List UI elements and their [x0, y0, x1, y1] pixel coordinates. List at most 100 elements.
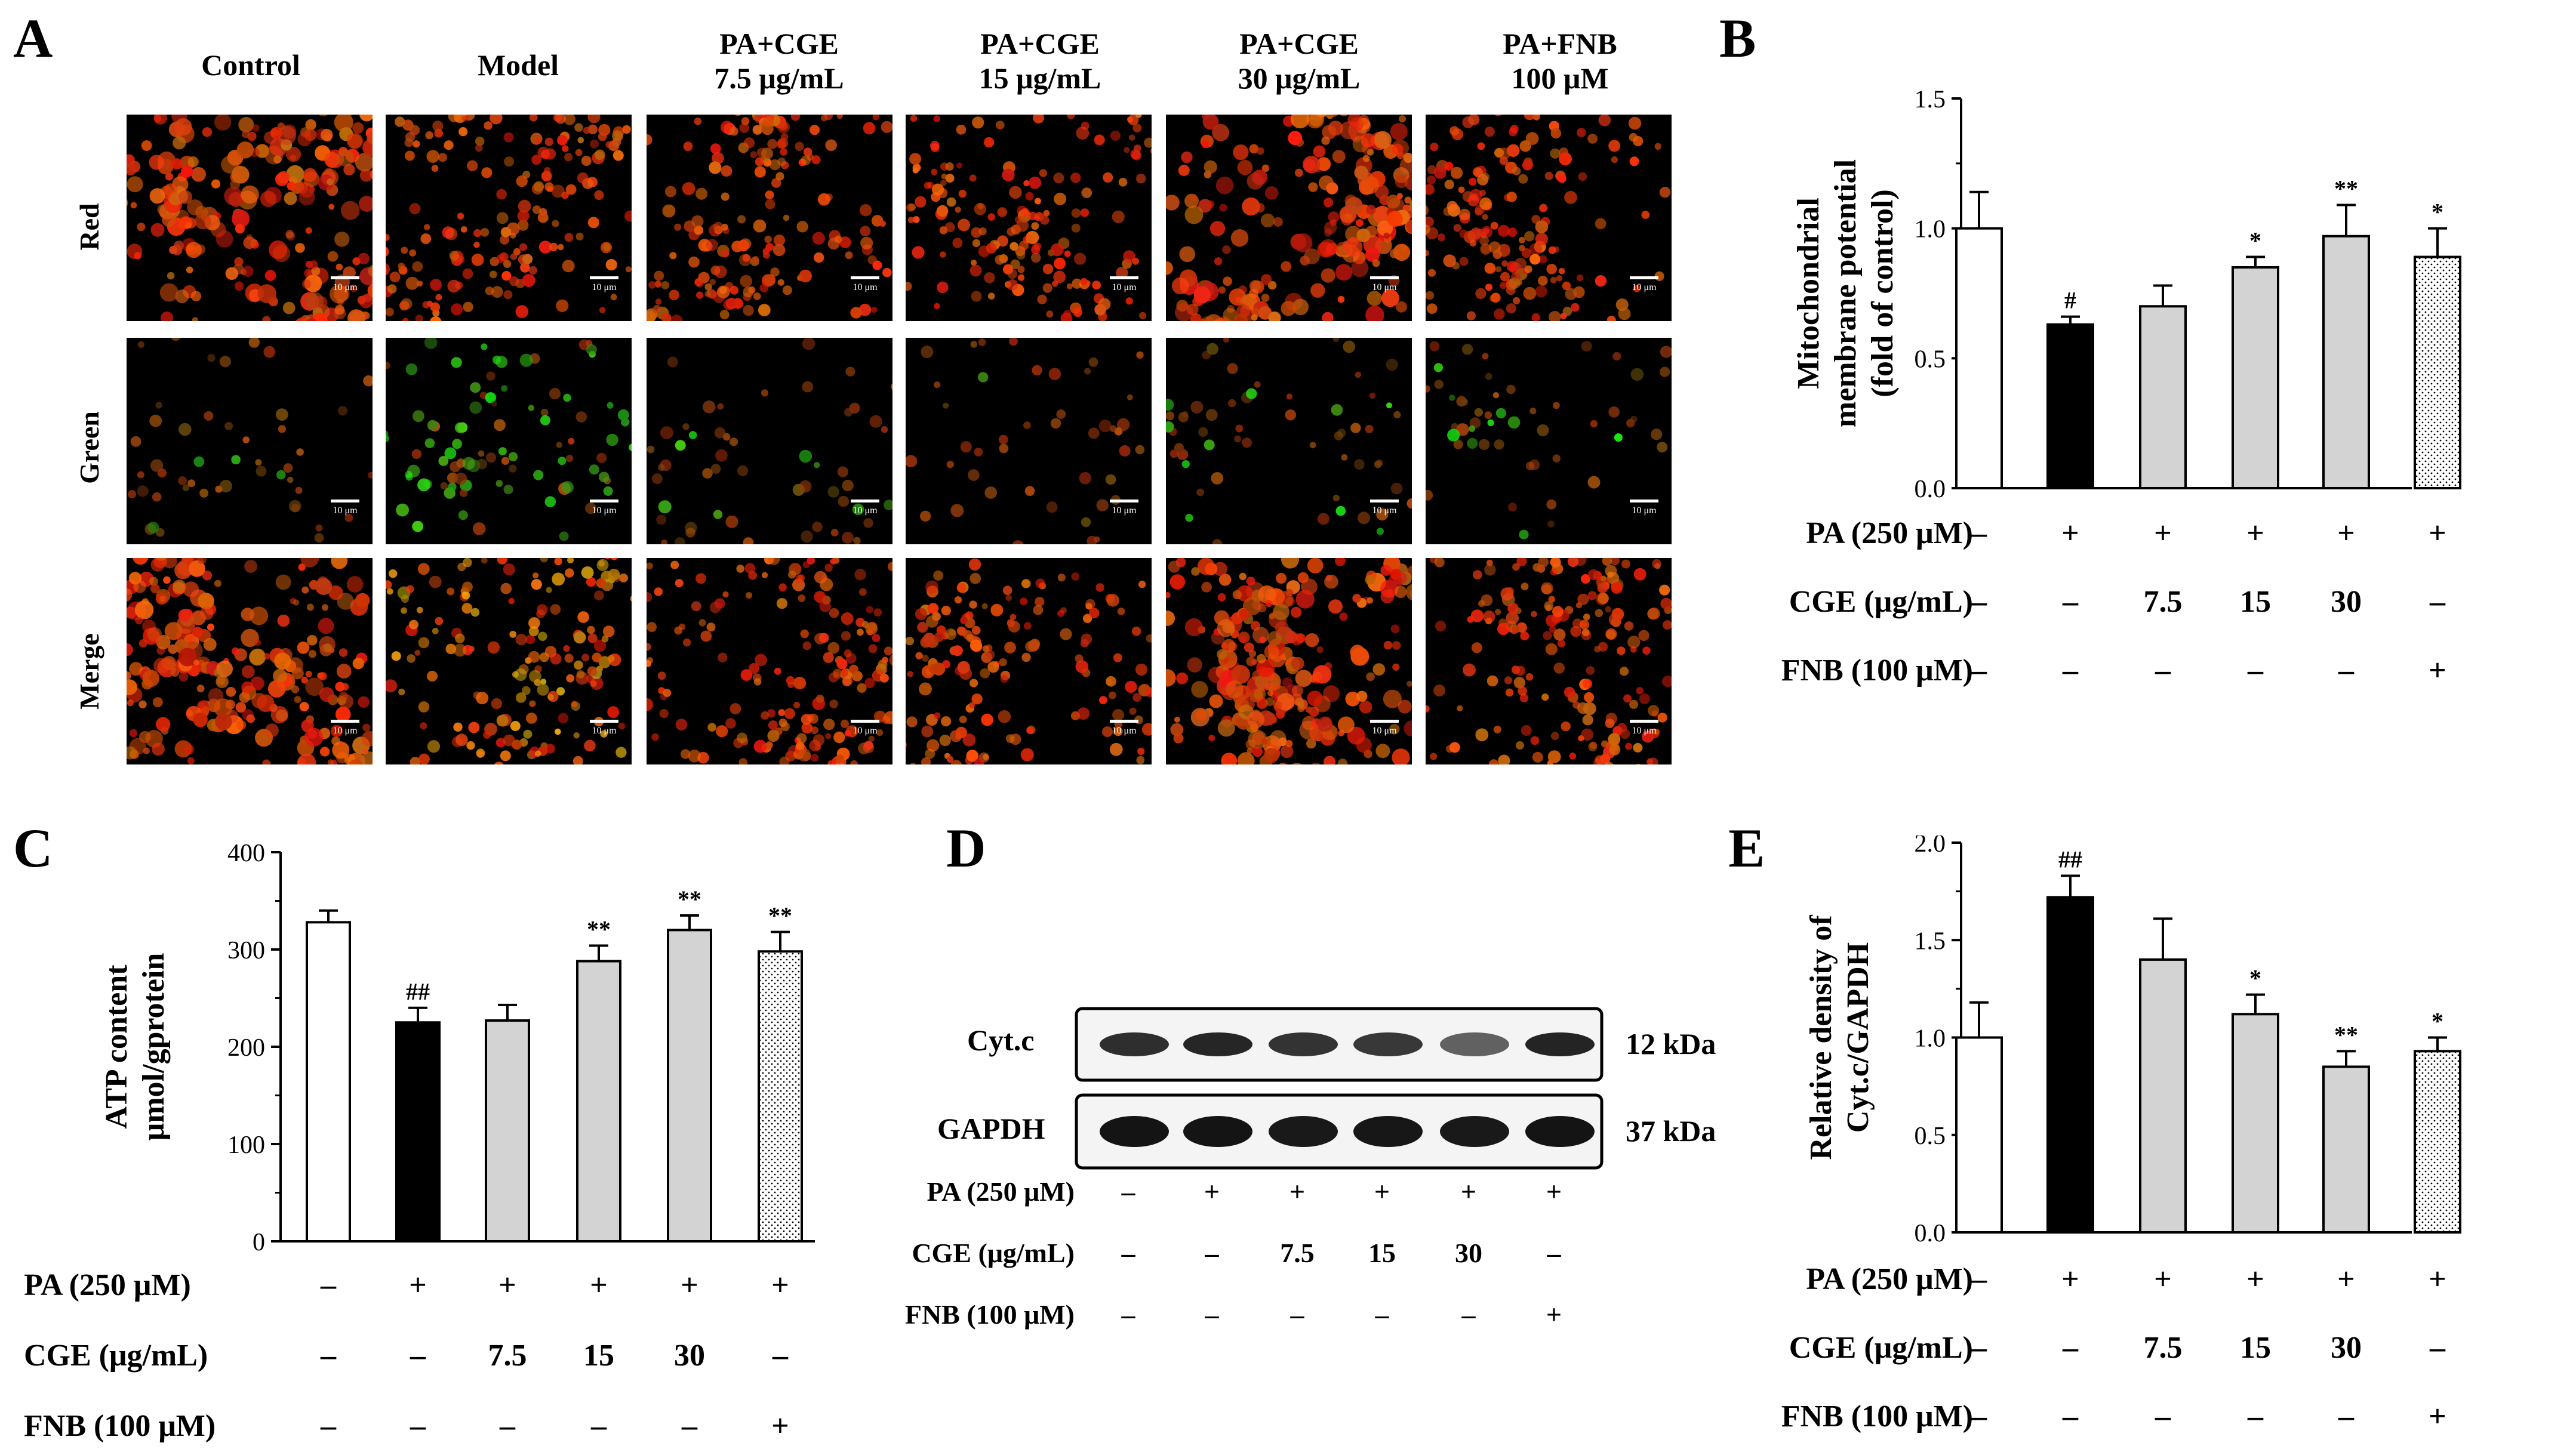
treatment-label: CGE (μg/mL)	[24, 1339, 208, 1373]
blot-band	[1100, 1032, 1169, 1056]
scale-bar	[1110, 276, 1138, 279]
y-tick-label: 1.0	[1915, 216, 1946, 243]
y-tick-label: 2.0	[1915, 836, 1946, 858]
scale-bar	[1370, 720, 1399, 723]
blot-band	[1353, 1116, 1423, 1147]
scale-bar	[1110, 720, 1138, 723]
treatment-value: –	[1121, 1176, 1136, 1207]
micrograph-merge-4: 10 μm	[906, 558, 1152, 764]
significance-marker: *	[2249, 965, 2261, 992]
y-axis-label-line: Mitochondrial	[1792, 198, 1826, 389]
significance-marker: *	[2249, 227, 2261, 254]
micrograph-merge-6: 10 μm	[1426, 558, 1672, 764]
treatment-value: –	[2338, 1399, 2355, 1433]
y-tick-label: 0.5	[1915, 346, 1946, 373]
treatment-value: +	[2154, 1262, 2172, 1296]
blot-band	[1353, 1032, 1423, 1056]
bar	[1955, 1036, 2003, 1234]
treatment-value: –	[410, 1409, 426, 1443]
bar	[2139, 305, 2187, 489]
significance-marker: *	[2432, 1008, 2443, 1035]
treatment-value: –	[1971, 516, 1987, 550]
micrograph-red-4: 10 μm	[906, 115, 1152, 321]
bar	[2232, 1013, 2279, 1234]
significance-marker: **	[587, 915, 611, 942]
panel-label-b: B	[1719, 8, 1756, 69]
scale-bar-label: 10 μm	[1372, 282, 1397, 292]
treatment-label: PA (250 μM)	[927, 1176, 1075, 1207]
micrograph-red-6: 10 μm	[1426, 115, 1672, 321]
treatment-value: –	[2247, 1399, 2264, 1433]
significance-marker: **	[678, 886, 701, 912]
treatment-value: +	[2337, 1262, 2355, 1296]
scale-bar	[590, 276, 618, 279]
bar	[2232, 266, 2279, 489]
treatment-value: 30	[674, 1339, 705, 1373]
treatment-value: –	[2429, 585, 2446, 619]
panel-d-treatment-table: PA (250 μM) – + + + + + CGE (μg/mL) – – 7.5 15 30 – FN…	[905, 1176, 1562, 1330]
y-tick-label: 200	[227, 1034, 265, 1062]
significance-marker: **	[768, 902, 792, 929]
treatment-value: –	[1121, 1299, 1136, 1330]
y-tick-label: 300	[227, 937, 265, 964]
blot-label-cytc: Cyt.c	[967, 1023, 1035, 1057]
column-title-control: Control	[201, 48, 300, 82]
bar	[2414, 1050, 2461, 1234]
y-axis-label-line: membrane potential	[1829, 159, 1863, 427]
bar	[2046, 896, 2094, 1234]
scale-bar-label: 10 μm	[1112, 726, 1137, 736]
scale-bar	[331, 500, 359, 502]
treatment-value: –	[590, 1409, 607, 1443]
blot-strip	[1075, 1007, 1604, 1082]
scale-bar	[851, 500, 879, 502]
bar	[2139, 958, 2187, 1234]
treatment-value: +	[498, 1268, 516, 1302]
scale-bar-label: 10 μm	[1632, 726, 1657, 736]
treatment-value: –	[1375, 1299, 1390, 1330]
micrograph-red-1: 10 μm	[127, 115, 373, 321]
significance-marker: #	[2064, 287, 2076, 314]
treatment-value: –	[1461, 1299, 1476, 1330]
y-tick-label: 1.5	[1915, 86, 1946, 113]
treatment-value: +	[771, 1268, 789, 1302]
scale-bar	[331, 276, 359, 279]
treatment-value: –	[681, 1409, 698, 1443]
micrograph-red-5: 10 μm	[1166, 115, 1412, 321]
treatment-value: –	[2155, 1399, 2171, 1433]
column-title-cge-7-5: PA+CGE 7.5 μg/mL	[714, 27, 844, 95]
micrograph-green-1: 10 μm	[127, 338, 373, 544]
bar	[758, 950, 803, 1243]
bar	[2046, 323, 2094, 489]
micrograph-merge-1: 10 μm	[127, 558, 373, 764]
treatment-label: FNB (100 μM)	[1781, 653, 1973, 687]
significance-marker: ##	[2058, 846, 2082, 873]
treatment-value: 7.5	[1280, 1238, 1315, 1268]
treatment-value: 15	[1368, 1238, 1396, 1268]
treatment-value: 15	[583, 1339, 614, 1373]
significance-marker: *	[2432, 199, 2443, 226]
treatment-label: PA (250 μM)	[1806, 1262, 1973, 1296]
treatment-value: –	[2062, 653, 2079, 687]
treatment-label: PA (250 μM)	[24, 1268, 191, 1302]
panel-b-bar-chart: 0.0 0.5 1.0 1.5 Mitochondrial membrane potent…	[1781, 86, 2461, 687]
treatment-value: 7.5	[2144, 1331, 2183, 1365]
treatment-value: –	[2062, 1399, 2079, 1433]
treatment-value: +	[2246, 1262, 2264, 1296]
blot-band	[1440, 1032, 1509, 1056]
micrograph-green-6: 10 μm	[1426, 338, 1672, 544]
treatment-value: +	[2337, 516, 2355, 550]
bar	[667, 929, 712, 1243]
scale-bar-label: 10 μm	[1372, 726, 1397, 736]
blot-band	[1183, 1116, 1252, 1147]
scale-bar	[1630, 500, 1658, 502]
micrograph-merge-3: 10 μm	[647, 558, 892, 764]
treatment-value: +	[2246, 516, 2264, 550]
treatment-label: FNB (100 μM)	[24, 1409, 216, 1443]
panel-c-bar-chart: 0 100 200 300 400 ATP content μmol/gprotein ## *…	[24, 840, 815, 1443]
treatment-value: –	[2247, 653, 2264, 687]
y-tick-label: 100	[227, 1132, 265, 1159]
y-axis-label-line: (fold of control)	[1866, 189, 1900, 397]
scale-bar-label: 10 μm	[333, 726, 358, 736]
treatment-label: CGE (μg/mL)	[912, 1238, 1075, 1268]
y-tick-label: 0.5	[1915, 1123, 1946, 1150]
